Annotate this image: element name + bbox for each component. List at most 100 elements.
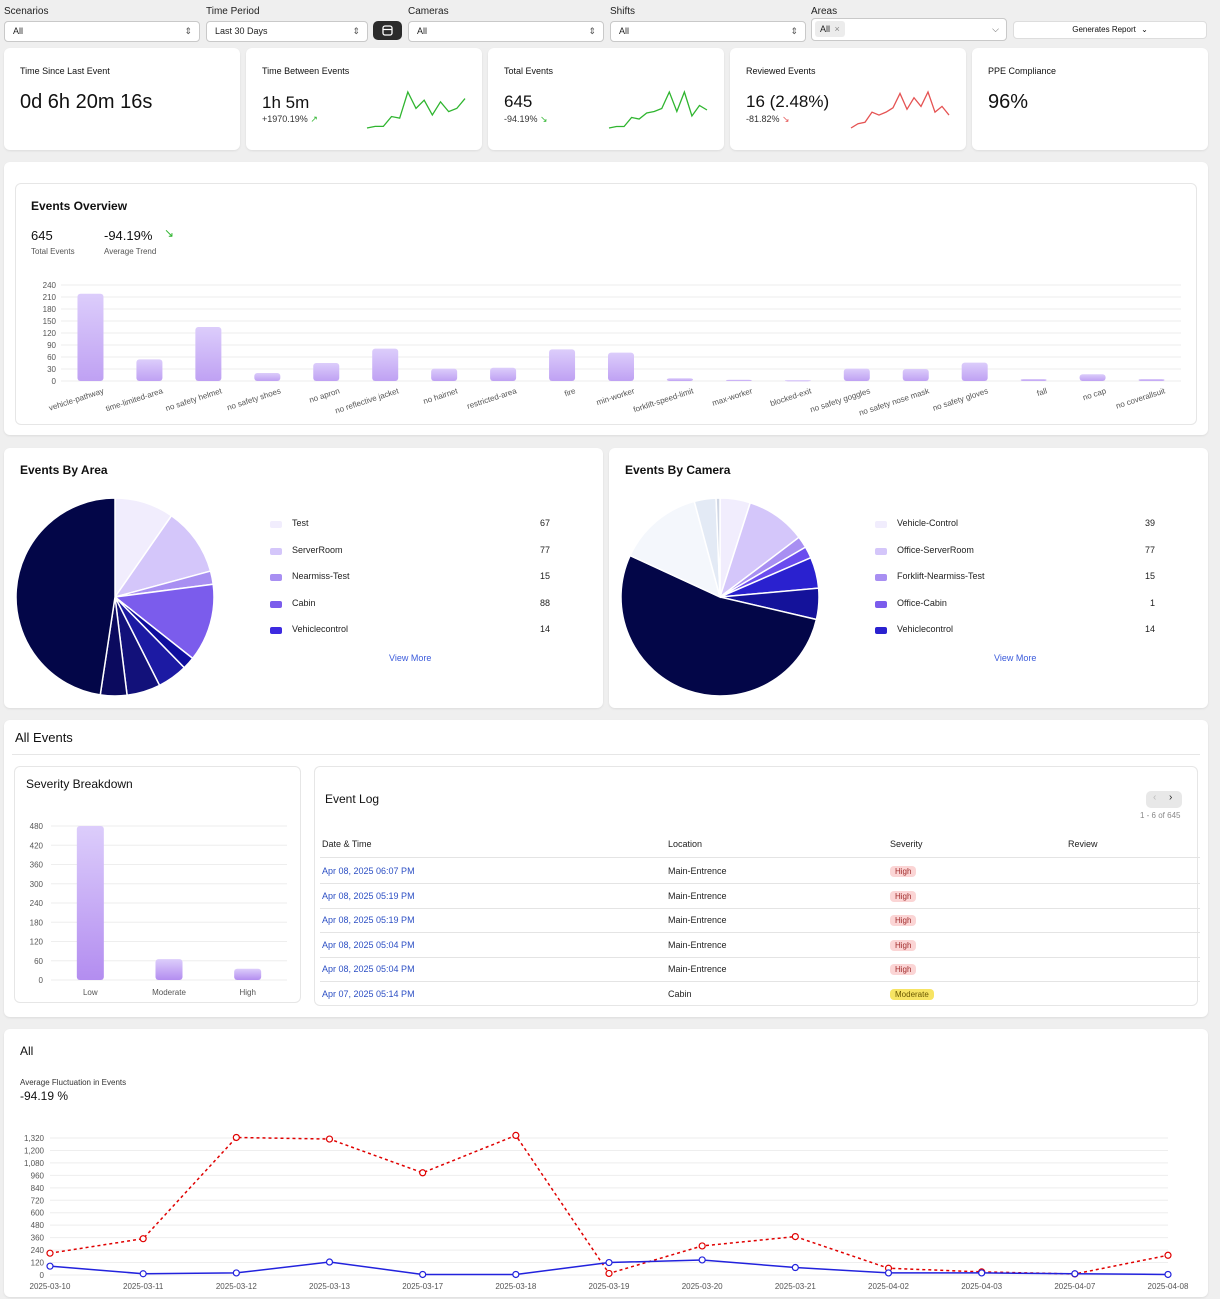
y-tick-label: 180 <box>43 305 57 314</box>
pie-slice <box>629 500 722 599</box>
x-tick-label: no coverallsuit <box>1115 386 1167 411</box>
legend-label: ServerRoom <box>292 544 343 555</box>
events-overview-card: Events Overview 645 Total Events -94.19%… <box>15 183 1197 425</box>
divider <box>320 883 1200 884</box>
shifts-select[interactable]: All ⇕ <box>610 21 806 42</box>
bar <box>490 367 517 381</box>
event-date-link[interactable]: Apr 07, 2025 05:14 PM <box>322 989 415 999</box>
x-tick-label: High <box>239 988 255 997</box>
time-period-select[interactable]: Last 30 Days ⇕ <box>206 21 368 42</box>
event-date-link[interactable]: Apr 08, 2025 05:19 PM <box>322 890 415 901</box>
camera-view-more-link[interactable]: View More <box>994 653 1037 663</box>
bar <box>195 327 222 381</box>
bar <box>961 362 988 381</box>
overview-total-label: Total Events <box>31 247 75 256</box>
severity-breakdown-card: Severity Breakdown 0 60 120 180 240 300 360 420… <box>14 766 301 1003</box>
data-point <box>232 1133 240 1142</box>
generate-report-button[interactable]: Generates Report ⌄ <box>1013 21 1207 39</box>
sparkline <box>366 90 466 129</box>
event-date-link[interactable]: Apr 08, 2025 05:19 PM <box>322 915 415 926</box>
legend-swatch <box>270 521 282 528</box>
calendar-button[interactable] <box>373 21 402 40</box>
table-row[interactable] <box>320 935 1200 959</box>
legend-item[interactable]: Cabin 88 <box>270 598 560 612</box>
data-point <box>978 1269 986 1277</box>
y-tick-label: 240 <box>31 1246 45 1255</box>
legend-item[interactable]: Vehiclecontrol 14 <box>270 624 560 638</box>
table-row[interactable] <box>320 886 1200 910</box>
legend-item[interactable]: Test 67 <box>270 518 560 532</box>
table-row[interactable] <box>320 959 1200 983</box>
bar <box>77 293 104 381</box>
legend-swatch <box>270 600 282 608</box>
y-tick-label: 60 <box>47 353 56 362</box>
legend-item[interactable]: ServerRoom 77 <box>270 545 560 559</box>
cameras-select[interactable]: All ⇕ <box>408 21 604 42</box>
severity-badge: High <box>890 964 917 976</box>
kpi-label: Reviewed Events <box>746 66 816 76</box>
x-tick-label: no safety shoes <box>226 386 282 412</box>
x-tick-label: blocked-exit <box>769 386 813 408</box>
y-tick-label: 1,200 <box>24 1146 45 1155</box>
legend-item[interactable]: Office-Cabin 1 <box>875 598 1165 612</box>
area-view-more-link[interactable]: View More <box>389 653 432 663</box>
kpi-change-text: -81.82% <box>746 114 780 124</box>
bar <box>431 368 458 381</box>
bar <box>843 368 870 381</box>
x-tick-label: forklift-speed-limit <box>632 386 695 414</box>
bar <box>725 379 752 381</box>
data-point <box>605 1269 613 1278</box>
divider <box>320 981 1200 983</box>
legend-label: Vehiclecontrol <box>292 624 349 634</box>
legend-item[interactable]: Office-ServerRoom 77 <box>875 545 1165 559</box>
y-tick-label: 120 <box>30 938 44 947</box>
chevron-right-icon[interactable]: › <box>1169 792 1173 803</box>
data-point <box>325 1135 334 1143</box>
data-point <box>1071 1270 1079 1278</box>
sparkline-path <box>608 90 708 129</box>
event-date-link[interactable]: Apr 08, 2025 06:07 PM <box>322 866 415 876</box>
kpi-label: PPE Compliance <box>988 66 1057 76</box>
event-date-link[interactable]: Apr 08, 2025 05:04 PM <box>322 964 415 975</box>
areas-select[interactable]: All × ⌵ <box>811 18 1007 41</box>
table-row[interactable] <box>320 984 1200 1008</box>
divider <box>320 857 1200 858</box>
events-by-area-card: Events By Area Test 67 ServerRoom 77 Nearmis… <box>4 448 603 708</box>
severity-badge: High <box>890 915 917 927</box>
x-tick-label: 2025-03-19 <box>589 1282 630 1291</box>
x-tick-label: 2025-04-03 <box>961 1282 1002 1291</box>
legend-value: 14 <box>539 624 550 634</box>
shifts-label: Shifts <box>610 6 636 17</box>
fluctuation-label: Average Fluctuation in Events <box>20 1078 127 1087</box>
x-tick-label: 2025-04-08 <box>1148 1282 1189 1291</box>
legend-value: 1 <box>1149 597 1155 608</box>
bar <box>608 352 634 381</box>
x-tick-label: 2025-03-17 <box>402 1282 443 1291</box>
legend-item[interactable]: Vehiclecontrol 14 <box>875 624 1165 638</box>
table-row[interactable] <box>320 910 1200 934</box>
table-row[interactable] <box>320 861 1200 885</box>
data-point <box>139 1270 147 1278</box>
legend-item[interactable]: Nearmiss-Test 15 <box>270 571 560 585</box>
scenarios-select[interactable]: All ⇕ <box>4 21 200 42</box>
table-header-severity: Severity <box>890 839 923 849</box>
y-tick-label: 90 <box>47 341 56 350</box>
table-header-location: Location <box>668 839 703 849</box>
x-tick-label: 2025-03-11 <box>123 1282 164 1291</box>
y-tick-label: 1,080 <box>24 1159 45 1168</box>
data-point <box>419 1270 427 1279</box>
legend-item[interactable]: Vehicle-Control 39 <box>875 518 1165 532</box>
x-tick-label: 2025-03-13 <box>309 1282 350 1291</box>
chevron-left-icon[interactable]: ‹ <box>1153 792 1157 803</box>
areas-chip[interactable]: All × <box>815 21 845 37</box>
data-point <box>419 1169 427 1177</box>
kpi-value: 96% <box>988 91 1029 113</box>
event-date-link[interactable]: Apr 08, 2025 05:04 PM <box>322 939 415 950</box>
close-icon[interactable]: × <box>834 24 840 34</box>
legend-swatch <box>875 627 887 634</box>
legend-item[interactable]: Forklift-Nearmiss-Test 15 <box>875 571 1165 585</box>
y-tick-label: 960 <box>31 1171 45 1180</box>
pie-slice <box>620 554 818 697</box>
kpi-card-time-between: Time Between Events 1h 5m +1970.19% ↗ <box>246 48 482 150</box>
event-log-title: Event Log <box>325 792 380 806</box>
